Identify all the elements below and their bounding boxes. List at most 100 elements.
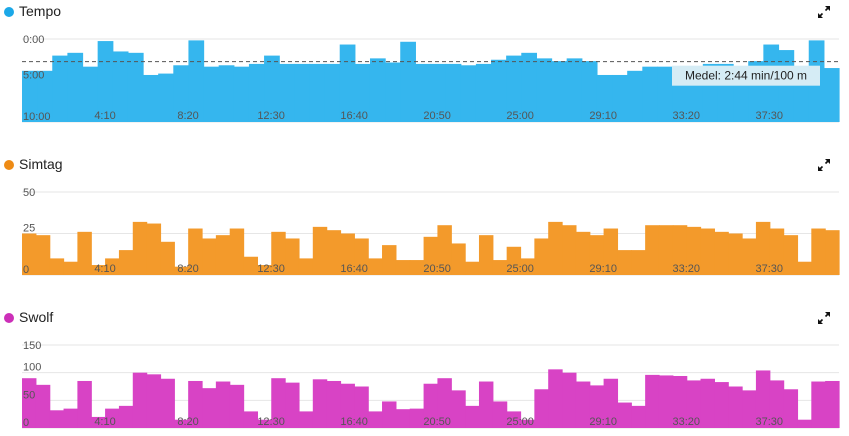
swolf-bar-31[interactable]	[451, 390, 466, 428]
swolf-bar-11[interactable]	[174, 419, 189, 428]
tempo-bar-31[interactable]	[491, 59, 507, 122]
simtag-bar-28[interactable]	[409, 260, 425, 275]
tempo-bar-32[interactable]	[506, 55, 522, 122]
swolf-bar-41[interactable]	[589, 385, 605, 428]
tempo-bar-21[interactable]	[339, 44, 356, 122]
swolf-bar-25[interactable]	[368, 411, 383, 428]
swolf-bar-17[interactable]	[257, 419, 272, 428]
simtag-bar-24[interactable]	[354, 238, 369, 275]
simtag-bar-47[interactable]	[672, 225, 688, 275]
simtag-bar-7[interactable]	[118, 250, 134, 275]
simtag-bar-58[interactable]	[825, 230, 840, 275]
simtag-bar-38[interactable]	[548, 221, 563, 275]
tempo-bar-9[interactable]	[158, 73, 174, 122]
simtag-bar-25[interactable]	[368, 258, 383, 275]
simtag-bar-20[interactable]	[298, 258, 314, 275]
simtag-bar-46[interactable]	[658, 225, 674, 275]
swolf-bar-54[interactable]	[769, 380, 785, 428]
tempo-bar-53[interactable]	[823, 68, 840, 122]
swolf-bar-14[interactable]	[215, 381, 231, 428]
simtag-bar-8[interactable]	[132, 221, 148, 275]
tempo-bar-51[interactable]	[793, 74, 810, 122]
tempo-bar-41[interactable]	[642, 66, 659, 122]
tempo-bar-23[interactable]	[369, 58, 386, 122]
simtag-bar-10[interactable]	[160, 241, 175, 275]
swolf-bar-44[interactable]	[631, 405, 646, 428]
tempo-expand-icon[interactable]	[817, 5, 831, 19]
tempo-bar-42[interactable]	[657, 66, 674, 122]
swolf-bar-22[interactable]	[326, 380, 342, 428]
swolf-bar-9[interactable]	[146, 374, 162, 428]
simtag-bar-33[interactable]	[478, 235, 494, 275]
swolf-bar-47[interactable]	[672, 375, 688, 428]
simtag-bar-30[interactable]	[437, 225, 452, 275]
tempo-bar-3[interactable]	[67, 52, 84, 122]
simtag-bar-16[interactable]	[243, 256, 259, 275]
simtag-bar-5[interactable]	[91, 265, 106, 275]
tempo-bar-43[interactable]	[672, 74, 689, 122]
tempo-bar-10[interactable]	[173, 65, 190, 122]
simtag-bar-23[interactable]	[340, 233, 355, 276]
tempo-bar-22[interactable]	[354, 63, 371, 122]
swolf-bar-45[interactable]	[645, 374, 660, 428]
tempo-bar-14[interactable]	[233, 66, 250, 122]
simtag-bar-13[interactable]	[202, 238, 217, 275]
swolf-bar-3[interactable]	[63, 408, 78, 428]
simtag-bar-40[interactable]	[575, 231, 591, 275]
swolf-bar-50[interactable]	[714, 382, 729, 428]
simtag-bar-56[interactable]	[797, 261, 812, 275]
simtag-bar-34[interactable]	[492, 260, 508, 275]
simtag-bar-11[interactable]	[174, 266, 189, 275]
tempo-bar-40[interactable]	[627, 70, 643, 122]
tempo-bar-12[interactable]	[203, 66, 220, 122]
tempo-bar-35[interactable]	[551, 61, 568, 122]
tempo-bar-16[interactable]	[264, 55, 280, 122]
simtag-bar-55[interactable]	[783, 235, 799, 275]
tempo-bar-1[interactable]	[37, 70, 53, 122]
simtag-bar-6[interactable]	[105, 258, 120, 275]
simtag-bar-4[interactable]	[77, 231, 92, 275]
swolf-bar-56[interactable]	[797, 419, 812, 428]
swolf-bar-46[interactable]	[658, 375, 674, 428]
swolf-bar-2[interactable]	[49, 410, 65, 428]
tempo-bar-2[interactable]	[52, 55, 68, 122]
swolf-bar-29[interactable]	[423, 383, 439, 428]
swolf-bar-53[interactable]	[755, 370, 771, 428]
simtag-bar-18[interactable]	[271, 231, 286, 275]
tempo-bar-19[interactable]	[309, 63, 326, 122]
swolf-expand-icon[interactable]	[817, 311, 831, 325]
swolf-bar-21[interactable]	[312, 379, 328, 428]
swolf-bar-48[interactable]	[686, 380, 702, 428]
tempo-bar-20[interactable]	[324, 63, 341, 122]
simtag-bar-49[interactable]	[700, 228, 715, 275]
tempo-bar-39[interactable]	[612, 74, 628, 122]
swolf-bar-13[interactable]	[202, 388, 217, 428]
swolf-bar-10[interactable]	[160, 378, 175, 428]
swolf-bar-26[interactable]	[382, 401, 397, 428]
swolf-bar-20[interactable]	[298, 411, 314, 428]
tempo-bar-34[interactable]	[536, 58, 553, 122]
simtag-bar-26[interactable]	[382, 245, 397, 275]
simtag-bar-54[interactable]	[769, 228, 785, 275]
swolf-bar-28[interactable]	[409, 408, 425, 428]
swolf-bar-19[interactable]	[285, 382, 300, 428]
tempo-bar-18[interactable]	[294, 63, 311, 122]
tempo-bar-8[interactable]	[143, 74, 159, 122]
swolf-bar-0[interactable]	[22, 378, 37, 428]
swolf-bar-58[interactable]	[825, 380, 840, 428]
swolf-bar-15[interactable]	[229, 384, 245, 428]
simtag-bar-52[interactable]	[742, 238, 757, 275]
simtag-bar-35[interactable]	[506, 246, 522, 275]
simtag-bar-36[interactable]	[520, 258, 535, 275]
simtag-bar-19[interactable]	[285, 238, 300, 275]
simtag-bar-44[interactable]	[631, 250, 646, 275]
swolf-bar-32[interactable]	[465, 405, 480, 428]
swolf-bar-57[interactable]	[811, 381, 826, 428]
swolf-bar-4[interactable]	[77, 380, 92, 428]
tempo-bar-27[interactable]	[430, 63, 447, 122]
simtag-bar-41[interactable]	[589, 235, 605, 275]
tempo-bar-7[interactable]	[127, 52, 144, 122]
swolf-bar-42[interactable]	[603, 378, 619, 428]
swolf-bar-49[interactable]	[700, 378, 715, 428]
tempo-bar-17[interactable]	[279, 63, 295, 122]
